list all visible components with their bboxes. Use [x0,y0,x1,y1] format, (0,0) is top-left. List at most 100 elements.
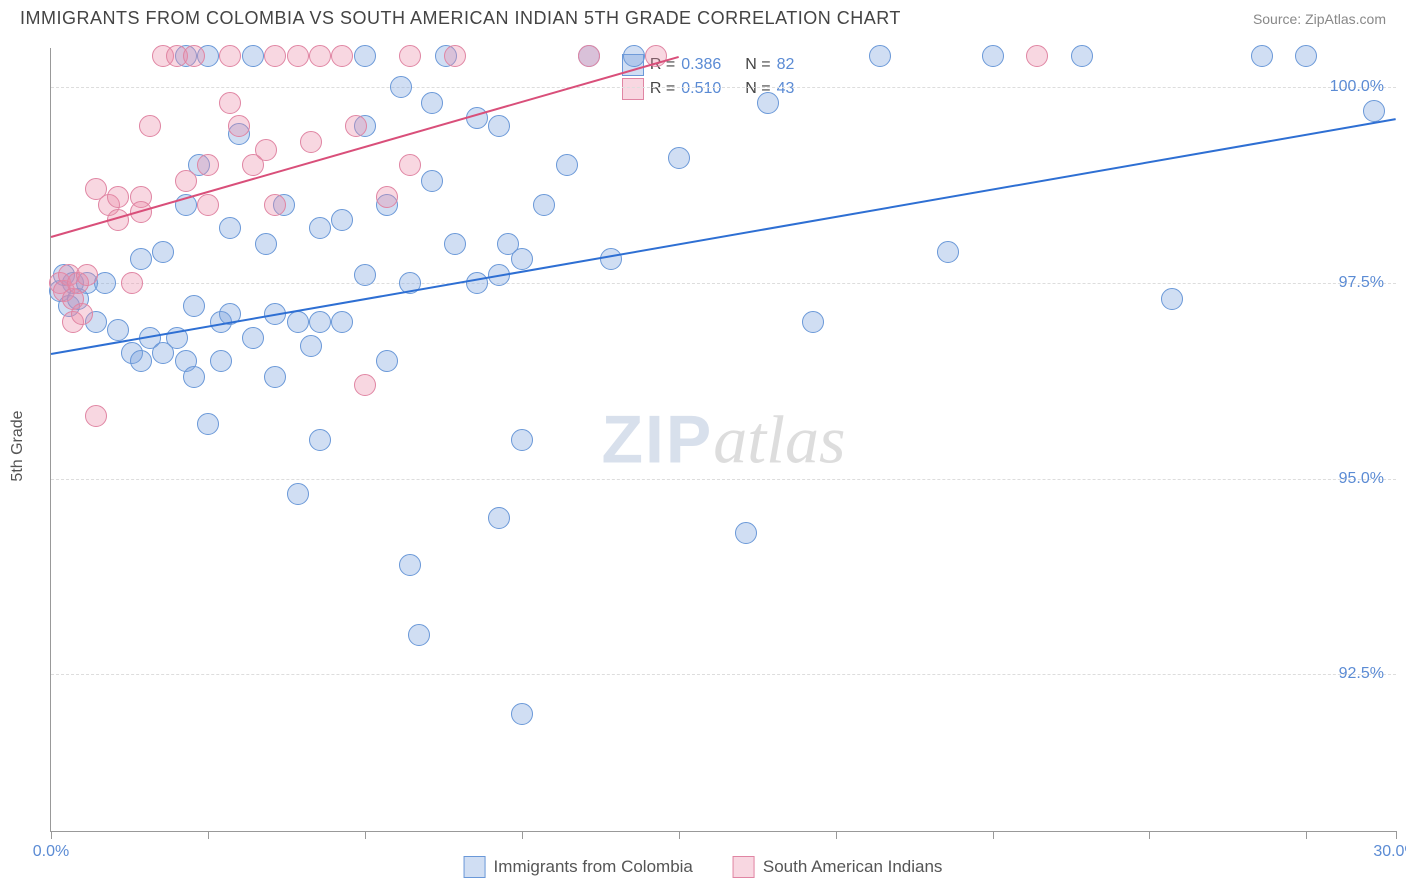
gridline [51,479,1396,480]
data-point-colombia [488,507,510,529]
legend-item: Immigrants from Colombia [464,856,693,878]
data-point-colombia [600,248,622,270]
legend-swatch [733,856,755,878]
data-point-colombia [1161,288,1183,310]
watermark-zip: ZIP [601,401,713,477]
data-point-sai [345,115,367,137]
legend-series: Immigrants from ColombiaSouth American I… [464,856,943,878]
data-point-sai [255,139,277,161]
header: IMMIGRANTS FROM COLOMBIA VS SOUTH AMERIC… [0,0,1406,33]
trend-line-sai [51,56,679,238]
gridline [51,674,1396,675]
x-tick [836,831,837,839]
data-point-colombia [466,272,488,294]
data-point-sai [228,115,250,137]
data-point-colombia [511,429,533,451]
chart-title: IMMIGRANTS FROM COLOMBIA VS SOUTH AMERIC… [20,8,901,29]
data-point-colombia [802,311,824,333]
y-axis-label: 5th Grade [9,410,27,481]
data-point-sai [183,45,205,67]
x-tick [51,831,52,839]
data-point-colombia [309,311,331,333]
data-point-colombia [242,45,264,67]
legend-swatch [464,856,486,878]
data-point-colombia [421,92,443,114]
data-point-sai [107,186,129,208]
data-point-sai [1026,45,1048,67]
data-point-colombia [390,76,412,98]
data-point-colombia [255,233,277,255]
data-point-colombia [399,554,421,576]
data-point-colombia [869,45,891,67]
data-point-sai [219,92,241,114]
data-point-sai [309,45,331,67]
data-point-colombia [533,194,555,216]
data-point-colombia [668,147,690,169]
data-point-colombia [444,233,466,255]
data-point-colombia [264,366,286,388]
data-point-colombia [210,350,232,372]
data-point-sai [300,131,322,153]
data-point-colombia [242,327,264,349]
legend-n-label: N = [745,56,770,74]
data-point-colombia [421,170,443,192]
data-point-colombia [331,311,353,333]
data-point-colombia [408,624,430,646]
data-point-colombia [287,311,309,333]
legend-r-value: 0.510 [681,80,721,98]
data-point-colombia [488,115,510,137]
data-point-sai [121,272,143,294]
data-point-sai [175,170,197,192]
x-tick [1396,831,1397,839]
data-point-sai [219,45,241,67]
data-point-sai [578,45,600,67]
data-point-sai [376,186,398,208]
x-tick [679,831,680,839]
y-tick-label: 95.0% [1339,470,1384,488]
data-point-sai [139,115,161,137]
data-point-colombia [511,248,533,270]
watermark-atlas: atlas [713,401,845,477]
data-point-colombia [130,248,152,270]
data-point-colombia [152,241,174,263]
x-tick-label: 30.0% [1373,843,1406,861]
data-point-sai [197,194,219,216]
data-point-colombia [219,217,241,239]
data-point-colombia [937,241,959,263]
data-point-sai [85,405,107,427]
data-point-sai [331,45,353,67]
y-tick-label: 92.5% [1339,665,1384,683]
chart-plot-area: ZIPatlas R =0.386N =82R =0.510N =43 92.5… [50,48,1396,832]
legend-swatch [622,78,644,100]
data-point-colombia [309,429,331,451]
data-point-colombia [757,92,779,114]
data-point-sai [444,45,466,67]
y-tick-label: 100.0% [1330,78,1384,96]
data-point-sai [287,45,309,67]
data-point-sai [76,264,98,286]
x-tick [522,831,523,839]
data-point-colombia [130,350,152,372]
gridline [51,283,1396,284]
data-point-sai [399,45,421,67]
data-point-colombia [1295,45,1317,67]
data-point-sai [264,45,286,67]
x-tick [208,831,209,839]
data-point-colombia [376,350,398,372]
data-point-colombia [556,154,578,176]
x-tick [1306,831,1307,839]
data-point-colombia [183,366,205,388]
gridline [51,87,1396,88]
data-point-colombia [735,522,757,544]
data-point-colombia [982,45,1004,67]
data-point-colombia [354,45,376,67]
data-point-colombia [287,483,309,505]
data-point-colombia [197,413,219,435]
data-point-colombia [623,45,645,67]
data-point-colombia [354,264,376,286]
legend-n-value: 43 [777,80,795,98]
y-tick-label: 97.5% [1339,274,1384,292]
data-point-colombia [309,217,331,239]
data-point-colombia [511,703,533,725]
x-tick [993,831,994,839]
